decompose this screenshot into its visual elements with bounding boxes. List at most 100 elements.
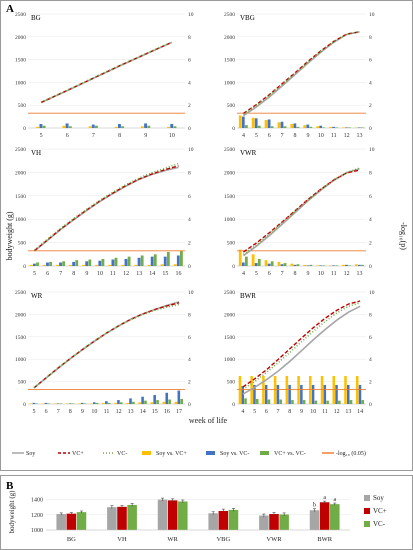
y-tick-label: 2500 — [15, 290, 26, 296]
pvalue-bar — [170, 124, 174, 128]
pvalue-bar — [47, 403, 51, 404]
pvalue-bar — [322, 265, 326, 266]
series-line-vc — [40, 41, 173, 103]
pvalue-bar — [309, 126, 313, 128]
pvalue-bar — [257, 258, 261, 266]
panel-a-label: A — [6, 3, 14, 15]
x-tick-label: 13 — [128, 409, 134, 415]
x-tick-label: 10 — [169, 133, 175, 139]
pvalue-bar — [124, 258, 128, 266]
bar — [269, 514, 279, 530]
pvalue-bar — [42, 264, 46, 266]
pvalue-bar — [29, 264, 33, 266]
series-line-vc — [243, 169, 360, 253]
pvalue-bar — [141, 396, 144, 404]
y-tick-label: 500 — [227, 103, 236, 109]
significance-label: a — [323, 495, 326, 501]
y2-tick-label: 6 — [369, 335, 372, 341]
pvalue-bar — [257, 125, 261, 128]
bar — [178, 501, 188, 530]
bar — [66, 513, 77, 530]
pvalue-bar — [358, 264, 361, 266]
pvalue-bar — [53, 403, 57, 404]
pvalue-bar — [140, 255, 144, 266]
pvalue-bar — [255, 398, 259, 404]
y2-tick-label: 4 — [369, 80, 372, 86]
pvalue-bar — [173, 264, 177, 266]
x-tick-label: 9 — [144, 133, 147, 139]
pvalue-bar — [68, 403, 72, 404]
y-tick-label: 2500 — [224, 12, 235, 18]
y-tick-label: 2000 — [224, 312, 235, 318]
y2-tick-label: 8 — [188, 35, 191, 41]
y-tick-label: 500 — [18, 380, 27, 386]
pvalue-bar — [114, 126, 118, 128]
category-label: VBG — [216, 536, 230, 543]
pvalue-bar — [293, 264, 297, 266]
pvalue-bar — [126, 402, 129, 404]
panel-vwr: 0 500 1000 1500 2000 2500 0 2 4 6 8 10 4 5 6 7 8 9 10 11 12 1… — [224, 147, 375, 277]
y-tick-label: 0 — [23, 402, 26, 408]
pvalue-bar — [71, 403, 75, 404]
x-tick-label: 10 — [91, 409, 97, 415]
legend-swatch — [364, 521, 370, 527]
y-tick-label: 1000 — [31, 528, 43, 534]
pvalue-bar — [244, 125, 248, 128]
x-tick-label: 10 — [318, 271, 324, 277]
pvalue-bar — [244, 398, 247, 404]
pvalue-bar — [167, 126, 170, 128]
y2-tick-label: 4 — [188, 217, 191, 223]
pvalue-bar — [329, 265, 332, 266]
x-tick-label: 5 — [255, 271, 258, 277]
series-line-vc — [242, 167, 360, 255]
pvalue-bar — [36, 262, 39, 266]
y2-tick-label: 10 — [188, 147, 194, 153]
x-tick-label: 8 — [294, 133, 297, 139]
y-tick-label: 2500 — [15, 147, 26, 153]
panel-wr: 0 500 1000 1500 2000 2500 0 2 4 6 8 10 5 6 7 8 9 10 11 12 13… — [15, 290, 194, 415]
y-tick-label: 1000 — [15, 357, 26, 363]
y-tick-label: 1000 — [15, 80, 26, 86]
pvalue-bar — [140, 126, 144, 128]
bar — [127, 504, 137, 530]
pvalue-bar — [280, 264, 284, 266]
panel-title: BWR — [240, 292, 256, 300]
x-tick-label: 8 — [69, 409, 72, 415]
category-label: BG — [67, 536, 76, 543]
pvalue-bar — [85, 261, 89, 266]
pvalue-bar — [277, 122, 281, 128]
pvalue-bar — [121, 264, 125, 266]
y-tick-label: 1500 — [224, 335, 235, 341]
x-tick-label: 5 — [255, 133, 258, 139]
legend-label: VC+ — [72, 451, 84, 457]
legend-label: Soy vs. VC+ — [156, 451, 187, 457]
pvalue-bar — [311, 384, 315, 404]
series-line-vc — [33, 303, 180, 389]
pvalue-bar — [160, 264, 164, 266]
legend-swatch — [206, 451, 215, 455]
y2-tick-label: 10 — [369, 147, 375, 153]
pvalue-bar — [280, 121, 284, 128]
x-tick-label: 10 — [310, 409, 316, 415]
x-tick-label: 12 — [123, 271, 129, 277]
x-tick-label: 12 — [344, 133, 350, 139]
x-tick-label: 8 — [294, 271, 297, 277]
pvalue-bar — [300, 384, 303, 404]
pvalue-bar — [270, 261, 274, 266]
pvalue-bar — [68, 126, 72, 128]
panel-vh: 0 500 1000 1500 2000 2500 0 2 4 6 8 10 5 6 7 8 9 10 11 12 13… — [15, 147, 194, 277]
pvalue-bar — [92, 402, 96, 404]
pvalue-bar — [283, 263, 287, 266]
legend-swatch — [142, 451, 151, 455]
legend-label: VC- — [117, 451, 127, 457]
category-label: VWR — [266, 536, 282, 543]
y2-tick-label: 2 — [369, 103, 372, 109]
x-tick-label: 6 — [268, 271, 271, 277]
panel-a-frame — [0, 0, 413, 471]
x-tick-label: 7 — [57, 409, 60, 415]
y2-tick-label: 10 — [188, 12, 194, 18]
pvalue-bar — [267, 119, 271, 128]
x-tick-label: 8 — [288, 409, 291, 415]
x-tick-label: 7 — [92, 133, 95, 139]
panel-b-bar-chart: 1000 1200 1400 bodyweight (g) BG VH WR VBG VWR BW… — [8, 490, 387, 543]
